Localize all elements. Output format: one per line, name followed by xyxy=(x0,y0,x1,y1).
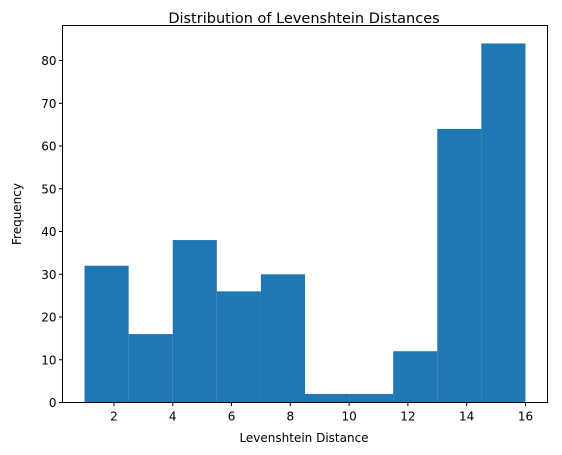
y-tick-label: 60 xyxy=(41,140,56,154)
x-tick-label: 16 xyxy=(518,410,533,424)
y-axis: 0 10 20 30 40 50 60 70 80 xyxy=(41,54,63,410)
histogram-bar xyxy=(216,291,261,403)
histogram-bar xyxy=(349,393,394,403)
histogram-bar xyxy=(172,240,217,403)
histogram-bar xyxy=(305,393,350,403)
x-tick-label: 10 xyxy=(341,410,356,424)
x-tick-label: 12 xyxy=(400,410,415,424)
bars-group xyxy=(84,43,526,403)
y-tick-label: 30 xyxy=(41,268,56,282)
y-tick-label: 20 xyxy=(41,311,56,325)
y-axis-label: Frequency xyxy=(10,183,24,245)
y-tick-label: 50 xyxy=(41,182,56,196)
x-tick-label: 2 xyxy=(110,410,118,424)
histogram-bar xyxy=(481,43,526,403)
histogram-bar xyxy=(128,334,173,403)
histogram-bar xyxy=(84,265,129,403)
y-tick-label: 80 xyxy=(41,54,56,68)
histogram-bar xyxy=(393,351,438,403)
histogram-bar xyxy=(437,128,482,403)
chart-title: Distribution of Levenshtein Distances xyxy=(168,11,439,27)
histogram-bar xyxy=(260,274,305,403)
y-tick-label: 70 xyxy=(41,97,56,111)
x-tick-label: 14 xyxy=(459,410,474,424)
y-tick-label: 40 xyxy=(41,225,56,239)
x-tick-label: 4 xyxy=(169,410,177,424)
y-tick-label: 10 xyxy=(41,353,56,367)
x-axis: 2 4 6 8 10 12 14 16 xyxy=(110,402,533,424)
x-tick-label: 8 xyxy=(286,410,294,424)
x-axis-label: Levenshtein Distance xyxy=(239,431,368,445)
x-tick-label: 6 xyxy=(228,410,236,424)
y-tick-label: 0 xyxy=(49,396,57,410)
plot-frame xyxy=(62,25,548,403)
